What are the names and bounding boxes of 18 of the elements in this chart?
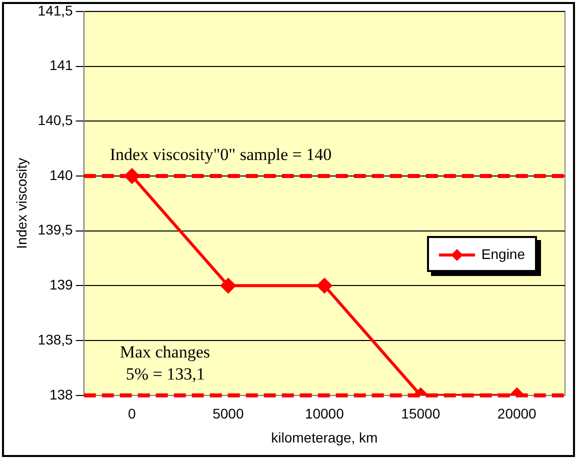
x-tick-label: 5000 bbox=[212, 406, 244, 422]
y-tick-label: 138,5 bbox=[38, 331, 74, 348]
y-tick-label: 139 bbox=[49, 276, 74, 293]
legend-label: Engine bbox=[481, 246, 525, 262]
y-tick-label: 139,5 bbox=[38, 222, 74, 238]
x-axis-title: kilometerage, km bbox=[271, 429, 378, 446]
x-tick-label: 20000 bbox=[497, 406, 537, 422]
y-tick-label: 138 bbox=[49, 386, 74, 402]
y-tick-label: 141,5 bbox=[38, 2, 74, 18]
y-tick-label: 140,5 bbox=[38, 112, 74, 128]
y-tick-label: 141 bbox=[49, 57, 74, 74]
x-tick-label: 15000 bbox=[401, 406, 440, 422]
y-tick-label: 140 bbox=[49, 166, 74, 183]
x-tick-label: 10000 bbox=[304, 406, 344, 422]
y-axis-title: Index viscosity bbox=[13, 158, 30, 249]
ref-line-label: Index viscosity"0" sample = 140 bbox=[110, 144, 332, 164]
annotation: Max changes 5% = 133,1 bbox=[120, 342, 210, 384]
x-tick-label: 0 bbox=[128, 406, 136, 422]
